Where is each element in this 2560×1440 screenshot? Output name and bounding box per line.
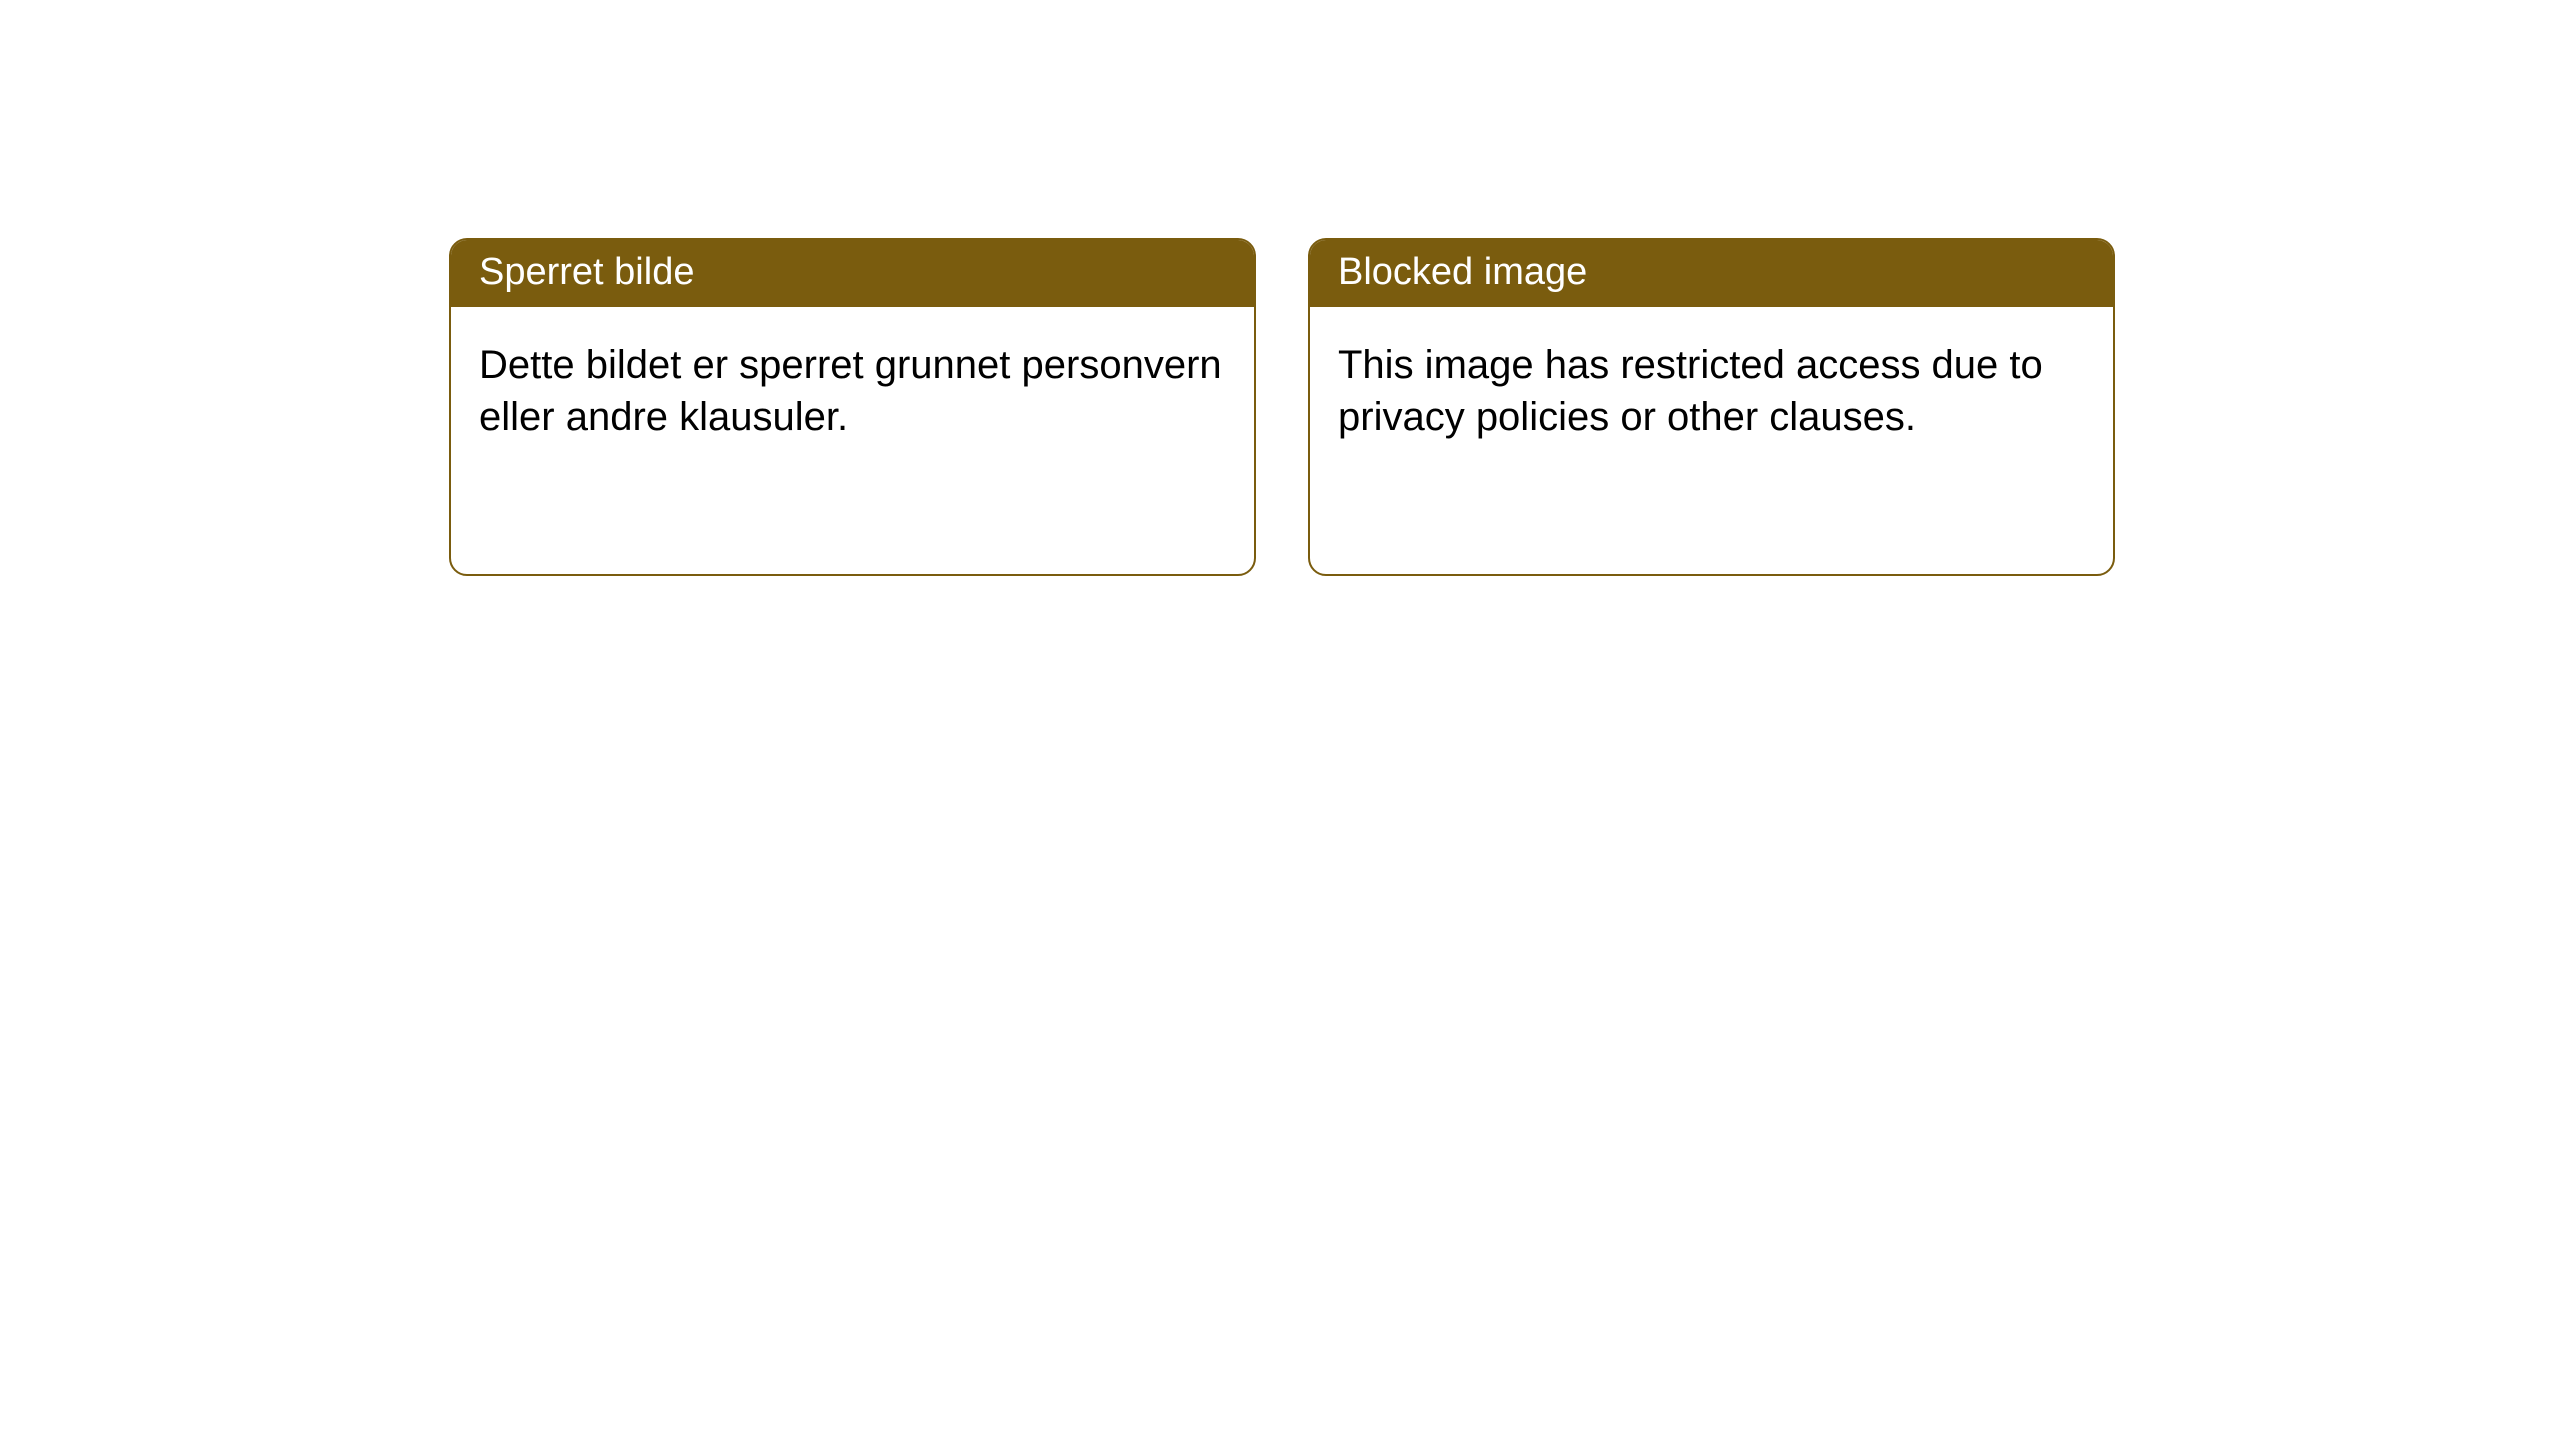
notice-header: Sperret bilde bbox=[451, 240, 1254, 307]
notice-container: Sperret bilde Dette bildet er sperret gr… bbox=[449, 238, 2115, 576]
notice-box-english: Blocked image This image has restricted … bbox=[1308, 238, 2115, 576]
notice-box-norwegian: Sperret bilde Dette bildet er sperret gr… bbox=[449, 238, 1256, 576]
notice-body: This image has restricted access due to … bbox=[1310, 307, 2113, 475]
notice-body: Dette bildet er sperret grunnet personve… bbox=[451, 307, 1254, 475]
notice-header: Blocked image bbox=[1310, 240, 2113, 307]
